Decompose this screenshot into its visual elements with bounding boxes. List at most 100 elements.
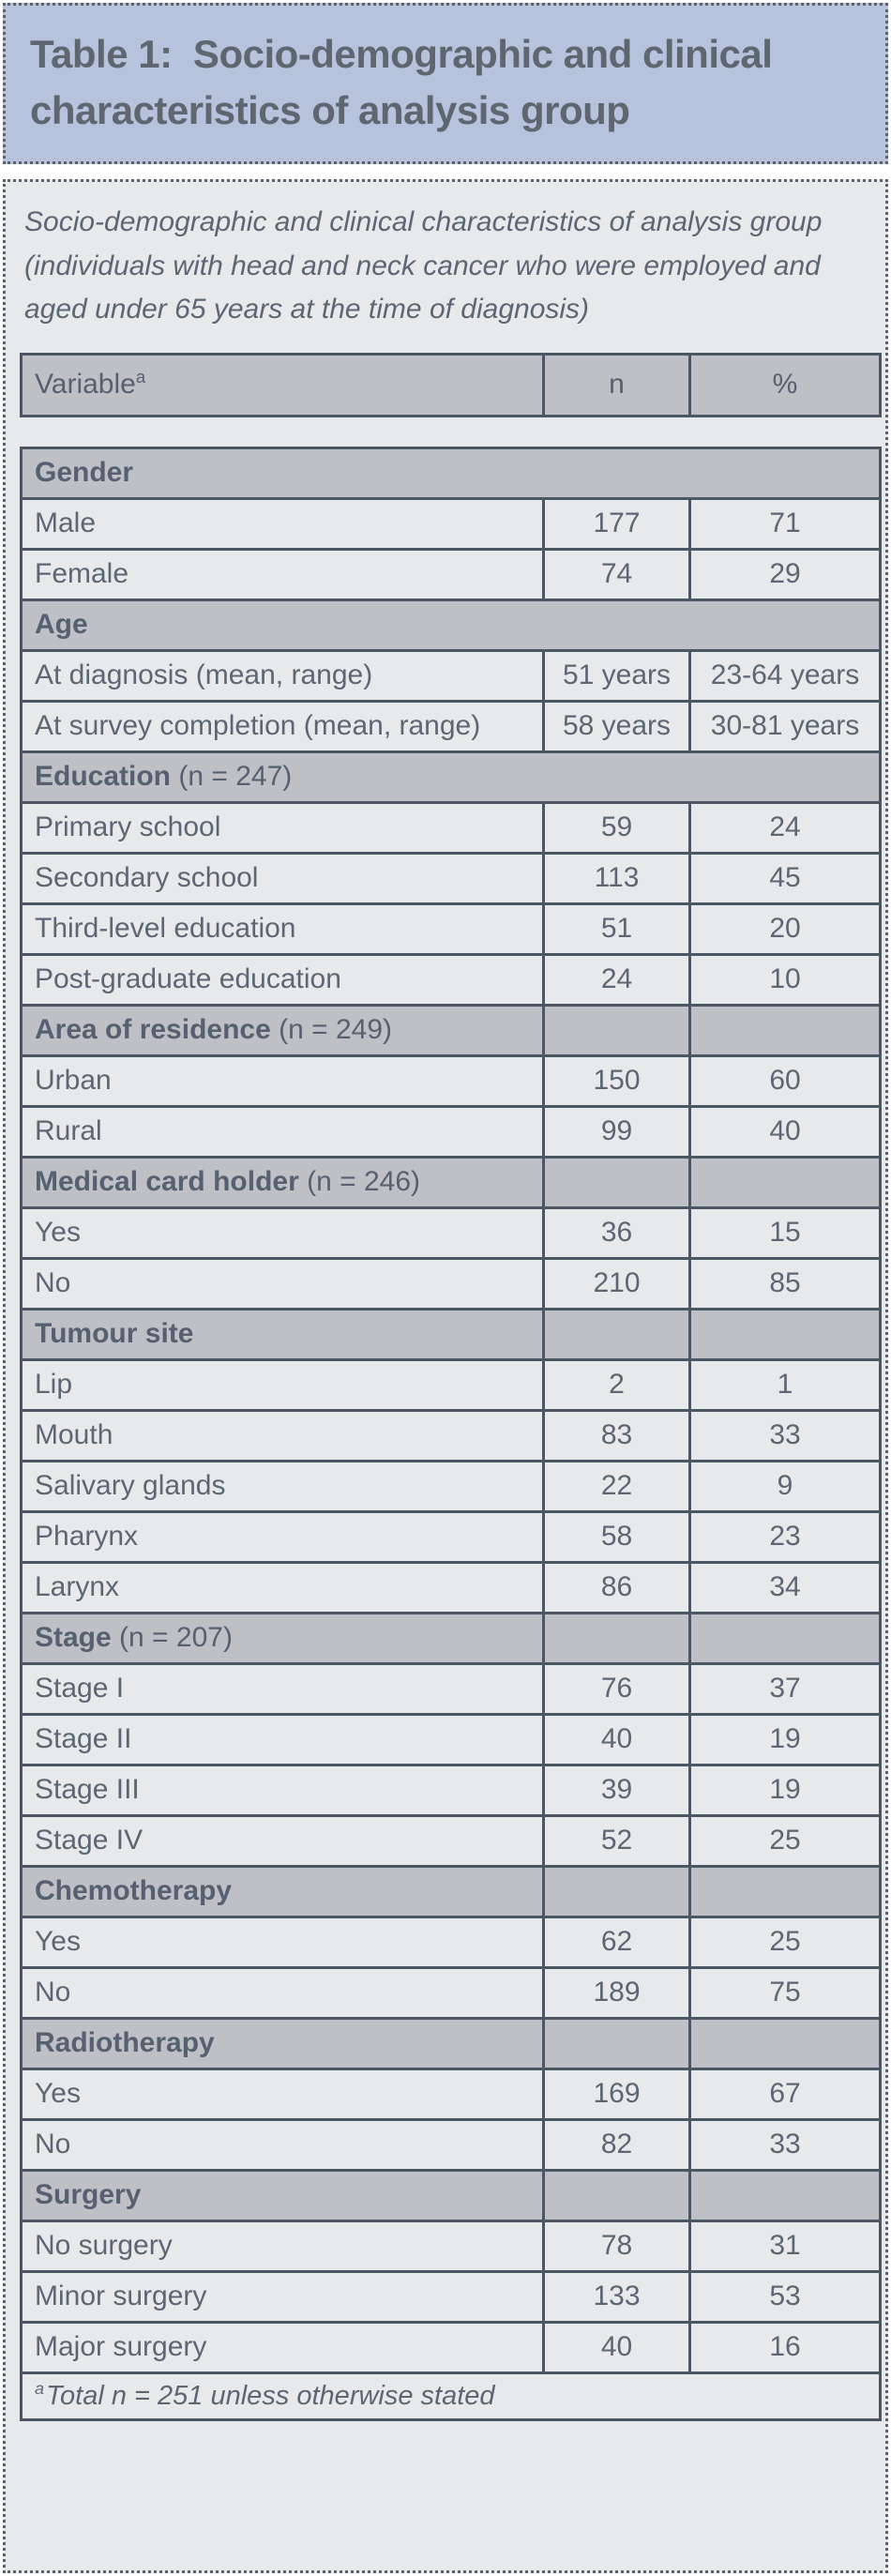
section-name: Radiotherapy bbox=[35, 2027, 215, 2058]
n-cell: 40 bbox=[542, 1712, 691, 1766]
variable-cell: Stage I bbox=[20, 1661, 545, 1716]
variable-cell: Stage III bbox=[20, 1763, 545, 1817]
section-name: Chemotherapy bbox=[35, 1875, 233, 1906]
n-cell: 51 bbox=[542, 902, 691, 956]
footnote-text: Total n = 251 unless otherwise stated bbox=[46, 2380, 495, 2411]
section-name: Age bbox=[35, 609, 88, 640]
n-cell: 210 bbox=[542, 1256, 691, 1311]
pct-cell bbox=[688, 1155, 882, 1209]
data-row: Pharynx 58 23 bbox=[20, 1509, 882, 1564]
variable-cell: Yes bbox=[20, 1205, 545, 1260]
variable-cell: Male bbox=[20, 496, 545, 551]
n-cell bbox=[542, 1864, 691, 1918]
variable-cell: Mouth bbox=[20, 1408, 545, 1462]
pct-cell: 60 bbox=[688, 1053, 882, 1108]
section-row: Area of residence (n = 249) bbox=[20, 1003, 882, 1057]
n-cell: 58 years bbox=[542, 699, 691, 753]
variable-cell: Major surgery bbox=[20, 2320, 545, 2374]
section-row: Medical card holder (n = 246) bbox=[20, 1155, 882, 1209]
pct-cell: 40 bbox=[688, 1104, 882, 1159]
section-label-cell: Stage (n = 207) bbox=[20, 1611, 545, 1665]
variable-cell: Urban bbox=[20, 1053, 545, 1108]
characteristics-table: Gender Male 177 71 Female 74 29 Age At diagnosis… bbox=[20, 446, 882, 2421]
section-row: Radiotherapy bbox=[20, 2016, 882, 2070]
n-cell: 189 bbox=[542, 1965, 691, 2020]
n-cell: 113 bbox=[542, 851, 691, 905]
footnote-cell: aTotal n = 251 unless otherwise stated bbox=[20, 2371, 882, 2421]
section-row: Education (n = 247) bbox=[20, 750, 882, 804]
data-row: Male 177 71 bbox=[20, 496, 882, 551]
section-row: Gender bbox=[20, 446, 882, 500]
pct-cell: 34 bbox=[688, 1560, 882, 1614]
data-row: Yes 62 25 bbox=[20, 1915, 882, 1969]
section-note: (n = 246) bbox=[298, 1166, 420, 1197]
data-row: No surgery 78 31 bbox=[20, 2219, 882, 2273]
variable-cell: Rural bbox=[20, 1104, 545, 1159]
table-container: Socio-demographic and clinical character… bbox=[3, 179, 888, 2573]
footnote-superscript: a bbox=[35, 2378, 44, 2398]
footnote-row: aTotal n = 251 unless otherwise stated bbox=[20, 2371, 882, 2421]
data-row: Lip 2 1 bbox=[20, 1357, 882, 1412]
n-cell: 82 bbox=[542, 2117, 691, 2172]
data-row: Rural 99 40 bbox=[20, 1104, 882, 1159]
variable-cell: Post-graduate education bbox=[20, 952, 545, 1007]
pct-cell bbox=[688, 2168, 882, 2222]
data-row: Mouth 83 33 bbox=[20, 1408, 882, 1462]
section-note: (n = 247) bbox=[171, 761, 293, 792]
section-label-cell: Medical card holder (n = 246) bbox=[20, 1155, 545, 1209]
header-variable-label: Variable bbox=[35, 369, 136, 400]
section-name: Stage bbox=[35, 1622, 112, 1653]
n-cell: 62 bbox=[542, 1915, 691, 1969]
variable-cell: Minor surgery bbox=[20, 2269, 545, 2324]
variable-cell: Salivary glands bbox=[20, 1459, 545, 1513]
variable-cell: Female bbox=[20, 547, 545, 601]
pct-cell: 29 bbox=[688, 547, 882, 601]
pct-cell: 85 bbox=[688, 1256, 882, 1311]
n-cell: 150 bbox=[542, 1053, 691, 1108]
pct-cell: 71 bbox=[688, 496, 882, 551]
data-row: Primary school 59 24 bbox=[20, 800, 882, 855]
header-n-cell: n bbox=[542, 352, 691, 417]
pct-cell: 31 bbox=[688, 2219, 882, 2273]
n-cell: 51 years bbox=[542, 648, 691, 703]
pct-cell: 25 bbox=[688, 1915, 882, 1969]
data-row: Minor surgery 133 53 bbox=[20, 2269, 882, 2324]
pct-cell: 33 bbox=[688, 1408, 882, 1462]
section-row: Tumour site bbox=[20, 1307, 882, 1361]
variable-cell: No bbox=[20, 2117, 545, 2172]
data-row: Post-graduate education 24 10 bbox=[20, 952, 882, 1007]
n-cell: 58 bbox=[542, 1509, 691, 1564]
data-row: Yes 169 67 bbox=[20, 2067, 882, 2121]
data-row: Larynx 86 34 bbox=[20, 1560, 882, 1614]
pct-cell: 37 bbox=[688, 1661, 882, 1716]
pct-cell: 19 bbox=[688, 1763, 882, 1817]
data-row: At diagnosis (mean, range) 51 years 23-64 … bbox=[20, 648, 882, 703]
n-cell: 133 bbox=[542, 2269, 691, 2324]
table-title-banner: Table 1: Socio-demographic and clinical … bbox=[3, 3, 888, 164]
pct-cell: 1 bbox=[688, 1357, 882, 1412]
section-row: Surgery bbox=[20, 2168, 882, 2222]
variable-cell: No surgery bbox=[20, 2219, 545, 2273]
caption-line-1: Socio-demographic and clinical character… bbox=[24, 206, 823, 237]
variable-cell: No bbox=[20, 1256, 545, 1311]
section-label-cell: Chemotherapy bbox=[20, 1864, 545, 1918]
data-row: Major surgery 40 16 bbox=[20, 2320, 882, 2374]
data-row: Third-level education 51 20 bbox=[20, 902, 882, 956]
table-title-line-1: Table 1: Socio-demographic and clinical bbox=[30, 32, 773, 76]
pct-cell: 53 bbox=[688, 2269, 882, 2324]
section-row: Age bbox=[20, 598, 882, 652]
data-row: Stage IV 52 25 bbox=[20, 1813, 882, 1868]
pct-cell: 16 bbox=[688, 2320, 882, 2374]
pct-cell: 20 bbox=[688, 902, 882, 956]
n-cell: 2 bbox=[542, 1357, 691, 1412]
n-cell: 40 bbox=[542, 2320, 691, 2374]
pct-cell: 15 bbox=[688, 1205, 882, 1260]
pct-cell: 75 bbox=[688, 1965, 882, 2020]
data-row: At survey completion (mean, range) 58 yea… bbox=[20, 699, 882, 753]
pct-cell: 23 bbox=[688, 1509, 882, 1564]
data-row: Stage II 40 19 bbox=[20, 1712, 882, 1766]
section-name: Area of residence bbox=[35, 1014, 271, 1045]
section-label-cell: Gender bbox=[20, 446, 882, 500]
data-row: Salivary glands 22 9 bbox=[20, 1459, 882, 1513]
pct-cell: 23-64 years bbox=[688, 648, 882, 703]
